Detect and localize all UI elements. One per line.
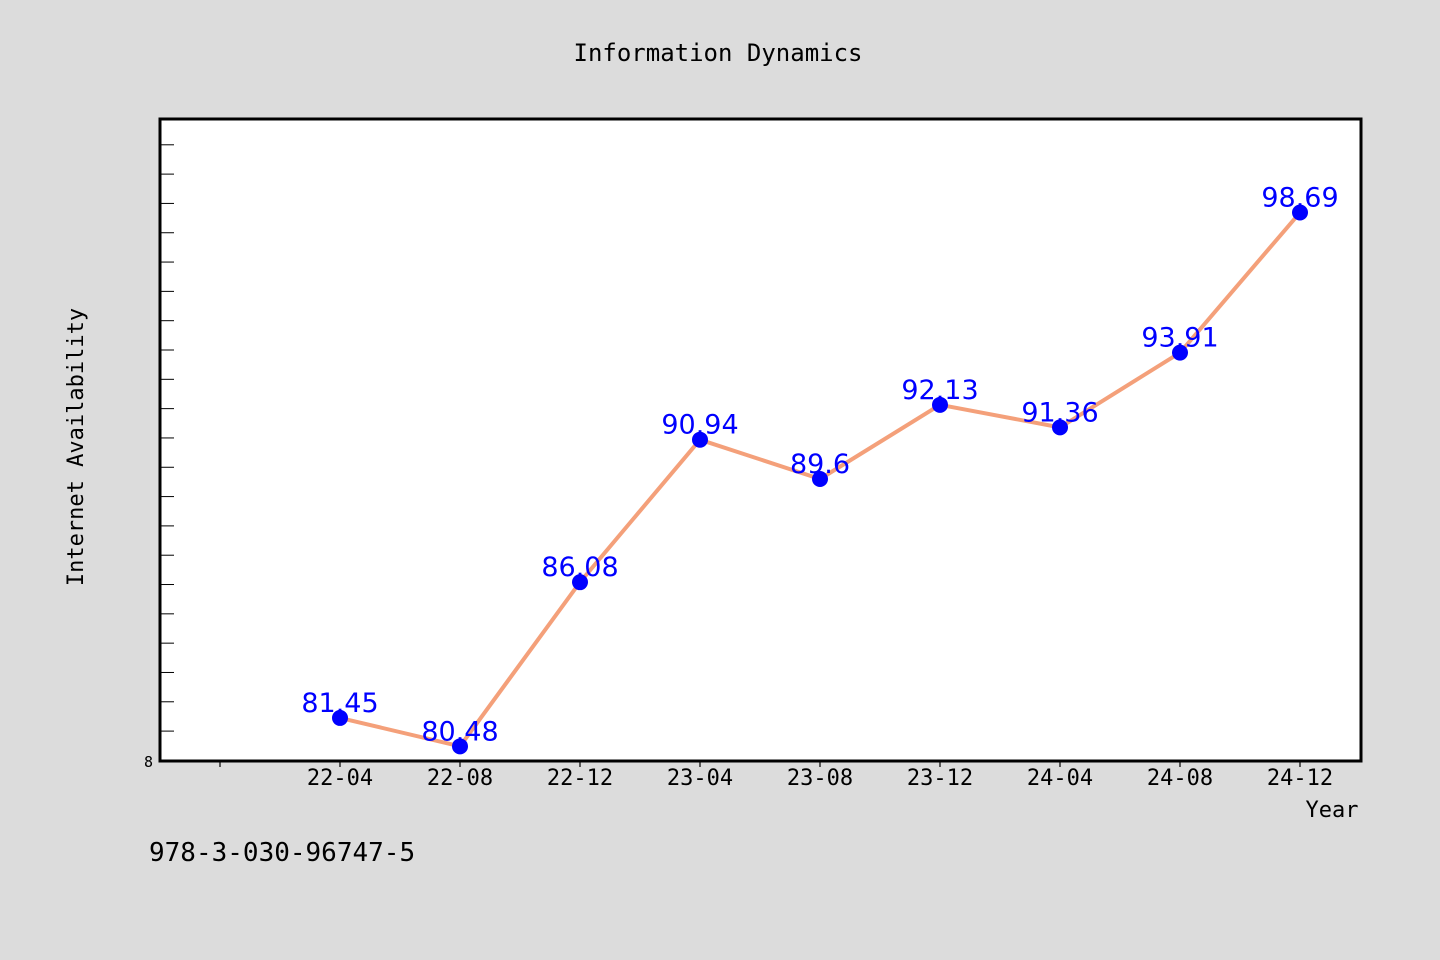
plot-layer: 22-04 22-08 22-12 23-04 23-08 23-12 24-04 24-08…: [160, 144, 1339, 791]
data-point: [812, 470, 828, 487]
data-label: 81.45: [301, 688, 378, 719]
plot-area: [160, 119, 1361, 761]
data-label: 89.6: [790, 449, 850, 480]
x-tick-label: 22-04: [307, 766, 373, 791]
x-tick-label: 24-12: [1267, 766, 1333, 791]
data-point: [1292, 204, 1308, 221]
chart-title: Information Dynamics: [574, 39, 863, 67]
x-tick-label: 23-04: [667, 766, 733, 791]
x-tick-label: 23-08: [787, 766, 853, 791]
data-label: 86.08: [541, 552, 618, 583]
x-tick-label: 22-08: [427, 766, 493, 791]
x-axis-label: Year: [1306, 798, 1359, 823]
data-point: [332, 709, 348, 726]
data-label: 93.91: [1141, 323, 1218, 354]
data-point: [1052, 419, 1068, 436]
y-axis-label: Internet Availability: [64, 308, 89, 586]
data-point: [452, 738, 468, 755]
plot-border: [158, 117, 1363, 763]
data-label: 80.48: [421, 716, 498, 747]
data-point: [1172, 344, 1188, 361]
data-point: [572, 574, 588, 591]
x-tick-label: 24-04: [1027, 766, 1093, 791]
footer-code: 978-3-030-96747-5: [149, 838, 415, 868]
x-tick-label: 22-12: [547, 766, 613, 791]
x-tick-label: 23-12: [907, 766, 973, 791]
data-label: 90.94: [661, 410, 738, 441]
data-label: 98.69: [1261, 183, 1338, 214]
data-point: [932, 396, 948, 413]
data-label: 92.13: [901, 375, 978, 406]
y-tick-label: 8: [144, 753, 153, 771]
x-tick-label: 24-08: [1147, 766, 1213, 791]
data-point: [692, 431, 708, 448]
data-label: 91.36: [1021, 397, 1098, 428]
